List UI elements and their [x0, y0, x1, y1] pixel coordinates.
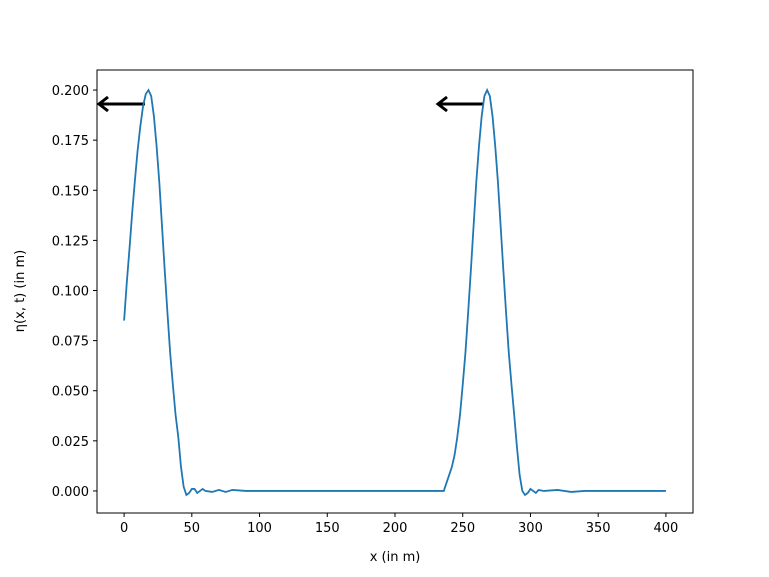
y-tick-label: 0.175	[52, 134, 89, 149]
x-tick-label: 300	[518, 521, 543, 536]
x-tick-label: 200	[383, 521, 408, 536]
data-line	[123, 87, 666, 497]
y-tick-label: 0.050	[52, 385, 89, 400]
x-tick-label: 350	[586, 521, 611, 536]
arrow	[435, 95, 483, 113]
x-tick-label: 0	[120, 521, 128, 536]
arrow	[96, 95, 145, 113]
x-tick-label: 100	[247, 521, 272, 536]
x-axis-label: x (in m)	[370, 550, 421, 565]
y-axis-label: η(x, t) (in m)	[13, 250, 28, 332]
y-tick-label: 0.200	[52, 84, 89, 99]
y-tick-label: 0.000	[52, 485, 89, 500]
x-tick-label: 250	[450, 521, 475, 536]
x-tick-label: 50	[184, 521, 201, 536]
y-tick-label: 0.025	[52, 435, 89, 450]
y-tick-label: 0.100	[52, 284, 89, 299]
x-tick-label: 150	[315, 521, 340, 536]
y-tick-label: 0.150	[52, 184, 89, 199]
y-tick-label: 0.125	[52, 234, 89, 249]
y-tick-label: 0.075	[52, 335, 89, 350]
x-tick-label: 400	[653, 521, 678, 536]
plot-frame	[96, 69, 694, 514]
